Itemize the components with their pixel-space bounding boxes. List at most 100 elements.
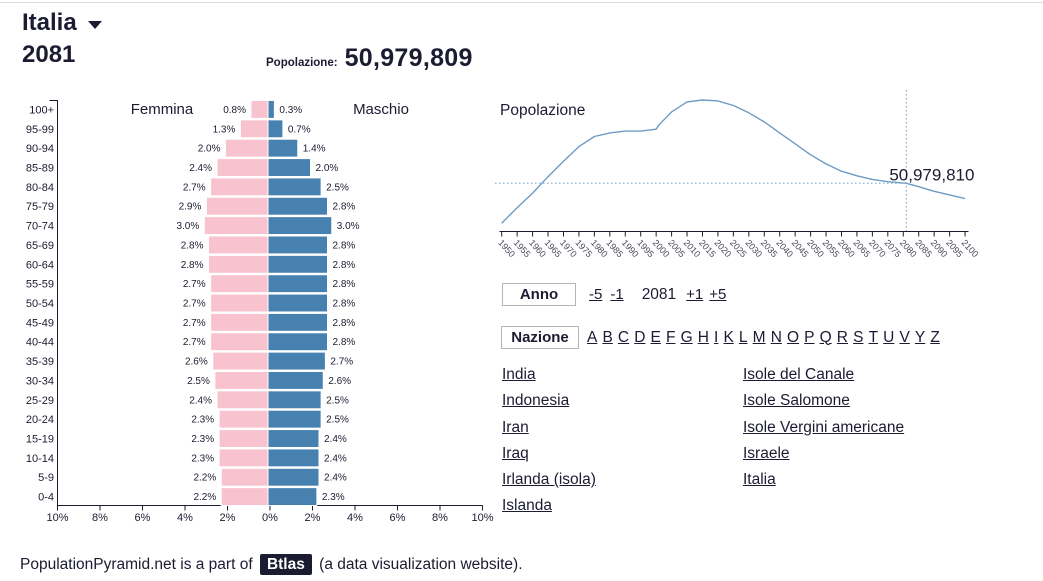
male-value-label: 2.8% xyxy=(333,260,356,271)
year-controls: Anno -5 -1 2081 +1 +5 xyxy=(502,283,726,306)
country-link[interactable]: Indonesia xyxy=(502,392,570,410)
pyramid-age-label: 50-54 xyxy=(26,298,54,310)
female-bar-90-94 xyxy=(225,138,269,158)
male-bar-5-9 xyxy=(267,467,320,487)
female-value-label: 2.8% xyxy=(181,260,204,271)
female-value-label: 2.7% xyxy=(183,318,206,329)
country-link[interactable]: India xyxy=(502,366,536,383)
male-value-label: 2.4% xyxy=(324,453,347,464)
female-bar-20-24 xyxy=(218,409,269,429)
male-bar-15-19 xyxy=(267,429,320,448)
year-step-link--5[interactable]: -5 xyxy=(589,286,603,303)
year-step-link-+5[interactable]: +5 xyxy=(709,286,727,303)
country-link[interactable]: Isole Salomone xyxy=(743,392,850,410)
country-link[interactable]: Italia xyxy=(743,471,776,489)
male-bar-35-39 xyxy=(267,351,326,371)
nazione-letter-q[interactable]: Q xyxy=(819,328,832,346)
nazione-letter-s[interactable]: S xyxy=(853,328,864,346)
country-list-right: Isole del Canale Isole Salomone Isole Verg… xyxy=(743,366,904,497)
trend-x-tick-label: 2050 xyxy=(805,238,826,260)
female-value-label: 2.3% xyxy=(191,415,214,426)
trend-x-tick-label: 1975 xyxy=(573,238,594,260)
nazione-letter-p[interactable]: P xyxy=(804,328,815,346)
trend-x-tick-label: 1985 xyxy=(604,238,625,260)
male-bar-45-49 xyxy=(267,312,328,332)
male-value-label: 1.4% xyxy=(303,144,326,155)
population-trend-chart[interactable]: Popolazione19501955196019651970197519801… xyxy=(495,90,980,259)
nazione-letter-f[interactable]: F xyxy=(665,328,676,346)
nazione-letter-a[interactable]: A xyxy=(587,328,598,346)
trend-x-tick-label: 1950 xyxy=(496,238,517,260)
nazione-label: Nazione xyxy=(501,326,579,349)
female-bar-50-54 xyxy=(210,293,269,313)
pyramid-age-label: 100+ xyxy=(29,104,54,116)
year-step-link--1[interactable]: -1 xyxy=(610,286,624,303)
trend-x-tick-label: 1980 xyxy=(589,238,610,260)
nazione-letter-u[interactable]: U xyxy=(883,328,895,346)
year-step-link-+1[interactable]: +1 xyxy=(686,286,704,303)
pyramid-age-label: 40-44 xyxy=(26,337,54,349)
country-selector[interactable]: Italia xyxy=(22,9,102,37)
nazione-letter-e[interactable]: E xyxy=(650,328,661,346)
country-link[interactable]: Isole Vergini americane xyxy=(743,418,905,436)
trend-x-tick-label: 2065 xyxy=(851,238,872,260)
country-link[interactable]: Irlanda (isola) xyxy=(502,471,596,489)
nazione-letter-k[interactable]: K xyxy=(723,328,734,346)
nazione-letter-l[interactable]: L xyxy=(738,328,748,346)
male-column-label: Maschio xyxy=(353,101,409,118)
nazione-letter-z[interactable]: Z xyxy=(930,328,940,346)
female-bar-35-39 xyxy=(212,351,269,371)
nazione-letter-v[interactable]: V xyxy=(899,328,910,346)
anno-current-year: 2081 xyxy=(641,285,677,303)
nazione-letter-y[interactable]: Y xyxy=(914,328,926,346)
nazione-letter-h[interactable]: H xyxy=(697,328,709,346)
male-value-label: 2.5% xyxy=(326,395,349,406)
male-bar-40-44 xyxy=(267,332,328,352)
nazione-letter-m[interactable]: M xyxy=(752,328,766,346)
pyramid-x-tick-label: 4% xyxy=(347,512,363,524)
selected-year-population-label: 50,979,810 xyxy=(889,166,974,185)
trend-x-tick-label: 2070 xyxy=(867,238,888,260)
country-link[interactable]: Iraq xyxy=(502,444,529,462)
pyramid-age-label: 0-4 xyxy=(38,492,54,504)
female-bar-60-64 xyxy=(208,254,269,274)
btlas-link[interactable]: Btlas xyxy=(259,554,312,575)
trend-x-tick-label: 2045 xyxy=(790,238,811,260)
female-bar-15-19 xyxy=(218,429,269,448)
pyramid-age-label: 20-24 xyxy=(26,414,54,426)
country-link[interactable]: Islanda xyxy=(502,497,552,515)
anno-label: Anno xyxy=(502,283,576,306)
nazione-letter-b[interactable]: B xyxy=(602,328,613,346)
country-link[interactable]: Isole del Canale xyxy=(743,366,855,383)
female-bar-5-9 xyxy=(220,467,269,487)
male-bar-55-59 xyxy=(267,274,328,294)
year-step-links: -5 -1 2081 +1 +5 xyxy=(589,286,726,304)
population-value: 50,979,809 xyxy=(344,44,473,72)
trend-x-tick-label: 2015 xyxy=(697,238,718,260)
female-bar-85-89 xyxy=(216,158,269,177)
country-link[interactable]: Israele xyxy=(743,444,790,462)
female-bar-55-59 xyxy=(210,274,269,294)
nazione-letter-d[interactable]: D xyxy=(634,328,646,346)
nazione-letter-c[interactable]: C xyxy=(617,328,630,346)
country-link[interactable]: Iran xyxy=(502,418,529,436)
female-bar-30-34 xyxy=(214,370,269,390)
female-value-label: 2.4% xyxy=(189,163,212,174)
nazione-letter-g[interactable]: G xyxy=(680,328,693,346)
trend-x-tick-label: 2085 xyxy=(913,238,934,260)
female-bar-100+ xyxy=(250,100,269,119)
nazione-letter-i[interactable]: I xyxy=(714,328,719,346)
pyramid-age-label: 90-94 xyxy=(26,143,54,155)
pyramid-age-label: 55-59 xyxy=(26,279,54,291)
pyramid-age-label: 30-34 xyxy=(26,375,54,387)
male-bar-60-64 xyxy=(267,254,328,274)
male-value-label: 2.5% xyxy=(326,415,349,426)
nazione-letter-t[interactable]: T xyxy=(868,328,879,346)
nazione-letter-o[interactable]: O xyxy=(787,328,800,346)
female-value-label: 2.9% xyxy=(179,202,202,213)
female-bar-80-84 xyxy=(210,177,269,197)
nazione-letter-n[interactable]: N xyxy=(770,328,782,346)
nazione-letter-r[interactable]: R xyxy=(836,328,848,346)
